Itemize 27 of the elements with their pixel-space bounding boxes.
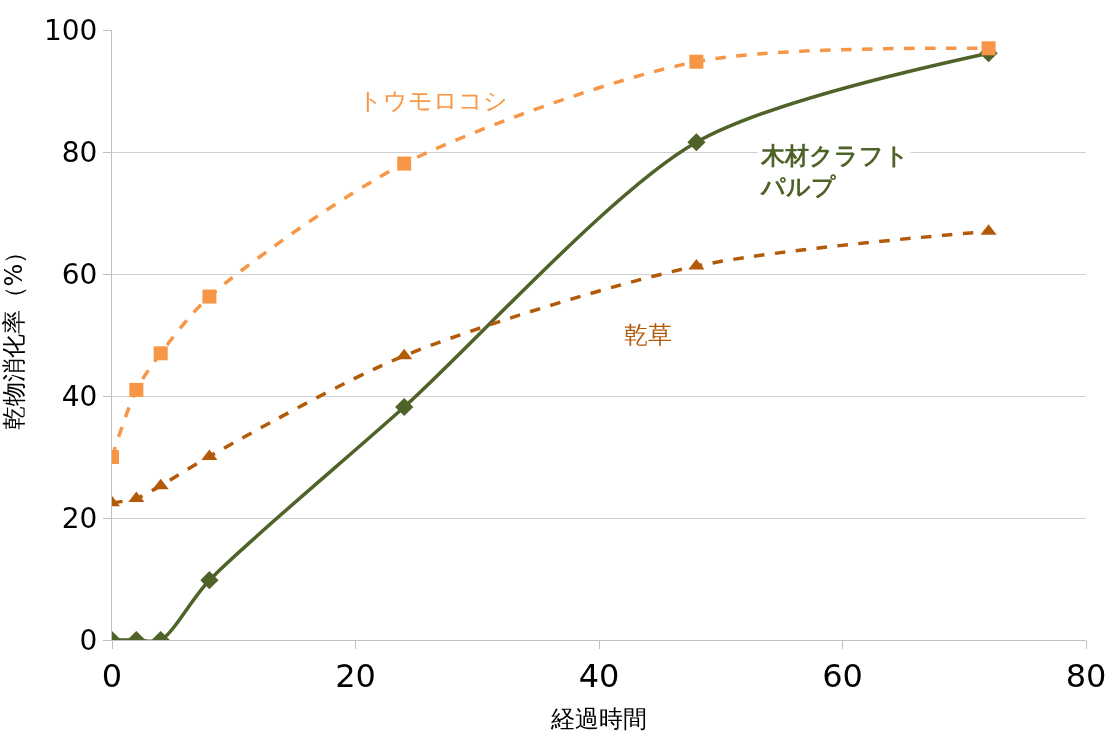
- y-tick-label: 60: [61, 257, 98, 291]
- y-tick-label: 40: [61, 379, 98, 413]
- y-axis-title: 乾物消化率（%）: [0, 239, 28, 431]
- y-tick-label: 20: [61, 501, 98, 535]
- x-tick-label: 80: [1065, 657, 1107, 696]
- y-tick-label: 0: [79, 623, 98, 657]
- y-tick-label: 80: [61, 135, 98, 169]
- series-label: 木材クラフトパルプ: [759, 142, 909, 202]
- point: [981, 41, 996, 56]
- x-tick-label: 60: [822, 657, 863, 696]
- point: [152, 478, 169, 490]
- point: [687, 133, 706, 152]
- series-label: 乾草: [624, 321, 672, 349]
- point: [202, 289, 217, 304]
- point: [129, 382, 144, 397]
- point: [200, 571, 219, 590]
- x-axis-title: 経過時間: [550, 704, 647, 733]
- point: [153, 346, 168, 361]
- x-tick-label: 40: [578, 657, 620, 696]
- point: [396, 348, 413, 360]
- x-tick-label: 0: [101, 657, 123, 696]
- point: [397, 156, 412, 171]
- point: [395, 397, 414, 417]
- series-label: トウモロコシ: [358, 87, 508, 115]
- x-tick-label: 20: [335, 657, 376, 696]
- y-tick-label: 100: [43, 13, 98, 47]
- point: [689, 54, 704, 69]
